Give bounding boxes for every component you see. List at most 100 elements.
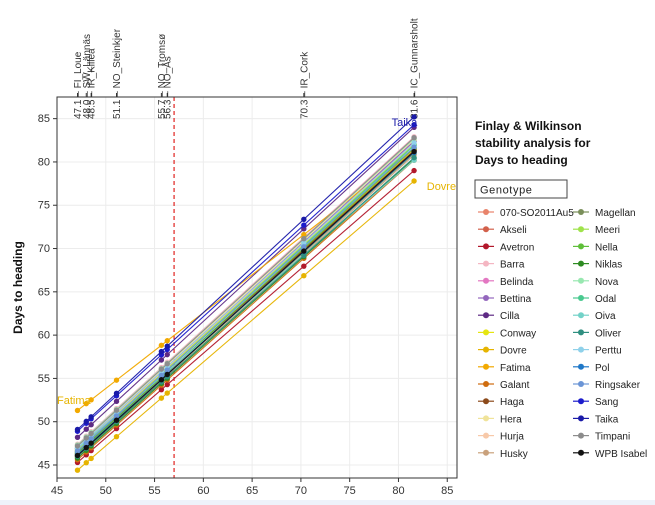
legend-swatch-dot bbox=[483, 381, 489, 387]
data-point bbox=[301, 252, 307, 259]
legend-swatch-dot bbox=[578, 432, 584, 439]
genotype-annotation: Dovre bbox=[427, 181, 456, 193]
env-label: 55.7 – NO_Tromsø bbox=[157, 34, 168, 119]
legend-entry-label: Nella bbox=[595, 242, 618, 253]
x-tick-label: 55 bbox=[148, 485, 160, 497]
series-line bbox=[77, 148, 415, 411]
legend-entry-label: Hera bbox=[500, 414, 522, 425]
y-tick-label: 45 bbox=[38, 460, 50, 472]
data-point bbox=[158, 395, 165, 401]
data-point bbox=[158, 386, 165, 393]
axes: 45 50 55 60 65 70 75 80 85 45 50 55 60 65 70 75 80 85 Days… bbox=[11, 96, 458, 497]
legend-entry-label: Ringsaker bbox=[595, 380, 641, 391]
legend-swatch-dot bbox=[483, 449, 489, 456]
data-point bbox=[301, 216, 307, 223]
annotations: Taika Dovre Fatima bbox=[57, 117, 456, 407]
legend-swatch-dot bbox=[578, 260, 584, 267]
series-line bbox=[77, 170, 415, 463]
legend-entry-label: Niklas bbox=[595, 260, 622, 271]
data-point bbox=[113, 407, 120, 413]
y-tick-label: 75 bbox=[38, 200, 50, 212]
genotype-annotation: Fatima bbox=[57, 395, 92, 407]
data-point bbox=[158, 342, 165, 348]
legend-swatch-dot bbox=[578, 277, 584, 284]
data-point bbox=[301, 240, 307, 246]
series-line bbox=[77, 157, 415, 457]
legend-swatch-dot bbox=[483, 415, 489, 422]
x-tick-label: 60 bbox=[197, 485, 209, 497]
legend-swatch-dot bbox=[578, 209, 584, 215]
data-point bbox=[83, 435, 89, 441]
legend-swatch-dot bbox=[578, 312, 584, 319]
data-point bbox=[301, 226, 307, 232]
data-point bbox=[74, 452, 81, 459]
series-line bbox=[77, 146, 415, 452]
legend-swatch-dot bbox=[483, 329, 489, 336]
legend-swatch-dot bbox=[483, 209, 489, 215]
data-point bbox=[74, 434, 81, 441]
env-label: 56.3 – NO_Ås bbox=[161, 56, 174, 119]
data-point bbox=[88, 422, 94, 428]
data-point bbox=[74, 448, 81, 454]
legend: Genotype 070-SO2011Au5 Akseli Avetron Barra B… bbox=[474, 179, 647, 460]
chart-title: Finlay & Wilkinson stability analysis for… bbox=[475, 119, 591, 167]
env-label: 51.1 – NO_Steinkjer bbox=[112, 28, 123, 119]
legend-swatch-dot bbox=[483, 277, 489, 284]
legend-title-box bbox=[474, 179, 568, 199]
data-point bbox=[88, 414, 94, 420]
data-point bbox=[301, 244, 307, 250]
legend-swatch-dot bbox=[483, 398, 489, 405]
data-point bbox=[83, 440, 89, 446]
legend-entry-label: Dovre bbox=[500, 346, 527, 357]
legend-entry-label: Nova bbox=[595, 277, 619, 288]
data-point bbox=[411, 140, 417, 146]
data-point bbox=[113, 377, 120, 383]
legend-entry-label: Cilla bbox=[500, 311, 520, 322]
data-point bbox=[113, 433, 120, 440]
legend-swatch-dot bbox=[483, 432, 489, 439]
legend-entry-label: Galant bbox=[500, 380, 530, 391]
data-point bbox=[164, 361, 170, 367]
chart-title-line: Days to heading bbox=[475, 153, 568, 167]
chart-title-line: Finlay & Wilkinson bbox=[475, 119, 582, 133]
data-point bbox=[158, 377, 165, 383]
legend-entry-label: Odal bbox=[595, 294, 616, 305]
plot-border bbox=[56, 96, 458, 479]
data-point bbox=[411, 154, 417, 161]
data-point bbox=[74, 467, 81, 473]
data-point bbox=[88, 436, 94, 442]
y-tick-label: 85 bbox=[38, 113, 50, 125]
env-label: 48.0 – SW_Lännäs bbox=[82, 34, 93, 119]
y-tick-label: 50 bbox=[38, 416, 50, 428]
series-lines bbox=[74, 114, 417, 473]
y-tick-label: 80 bbox=[38, 156, 50, 168]
y-tick-label: 70 bbox=[38, 243, 50, 255]
legend-entry-label: Taika bbox=[595, 414, 619, 425]
legend-entry-label: Perttu bbox=[595, 346, 622, 357]
env-label: 47.1 – FI_Loue bbox=[73, 51, 84, 119]
legend-swatch-dot bbox=[578, 363, 584, 370]
x-tick-label: 50 bbox=[100, 485, 112, 497]
data-point bbox=[164, 390, 170, 396]
series-line bbox=[77, 137, 415, 447]
data-point bbox=[164, 381, 170, 388]
legend-swatch-dot bbox=[578, 415, 584, 422]
series-line bbox=[77, 144, 415, 451]
legend-swatch-dot bbox=[578, 381, 584, 387]
data-point bbox=[301, 222, 307, 228]
legend-entry-label: Hurja bbox=[500, 432, 524, 443]
series-line bbox=[77, 180, 415, 471]
data-point bbox=[158, 366, 165, 372]
legend-entry-label: Sang bbox=[595, 397, 618, 408]
series-line bbox=[77, 116, 415, 430]
data-point bbox=[83, 400, 89, 407]
series-line bbox=[77, 159, 415, 461]
legend-entry-label: 070-SO2011Au5 bbox=[500, 208, 574, 219]
data-point bbox=[113, 390, 120, 396]
y-tick-label: 60 bbox=[38, 330, 50, 342]
legend-entry-label: Barra bbox=[500, 260, 525, 271]
series-line bbox=[77, 139, 415, 448]
data-point bbox=[83, 426, 89, 432]
